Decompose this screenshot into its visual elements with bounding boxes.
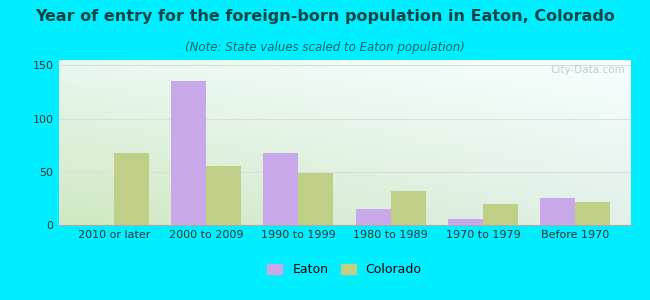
Bar <box>391 191 426 225</box>
Bar <box>540 198 575 225</box>
Bar <box>114 153 149 225</box>
Bar <box>356 209 391 225</box>
Bar <box>298 173 333 225</box>
Bar <box>206 167 241 225</box>
Bar <box>263 153 298 225</box>
Text: City-Data.com: City-Data.com <box>550 65 625 75</box>
Bar <box>448 219 483 225</box>
Bar <box>171 81 206 225</box>
Text: (Note: State values scaled to Eaton population): (Note: State values scaled to Eaton popu… <box>185 40 465 53</box>
Legend: Eaton, Colorado: Eaton, Colorado <box>262 258 427 281</box>
Bar <box>575 202 610 225</box>
Text: Year of entry for the foreign-born population in Eaton, Colorado: Year of entry for the foreign-born popul… <box>35 9 615 24</box>
Bar <box>483 204 518 225</box>
